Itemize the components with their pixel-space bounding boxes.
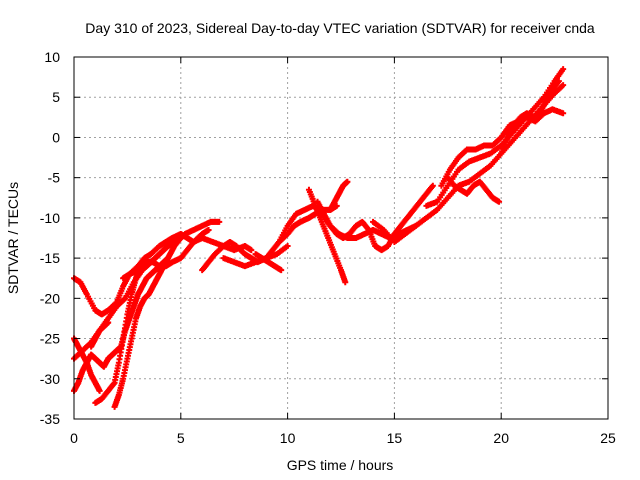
series-arc-18: [438, 106, 567, 189]
plot-frame: [73, 56, 609, 420]
y-tick-label: 0: [52, 129, 60, 145]
x-tick-label: 25: [600, 430, 616, 446]
data-point: [216, 218, 223, 225]
series-arc-11: [252, 251, 285, 274]
data-point: [177, 235, 184, 241]
data-point: [96, 387, 103, 394]
data-point: [560, 82, 567, 89]
axis-ticks: [73, 56, 609, 420]
data-point: [248, 247, 255, 254]
series-arc-7: [111, 235, 184, 410]
y-tick-label: -25: [40, 331, 60, 347]
y-tick-label: -15: [40, 250, 60, 266]
grid-lines: [74, 57, 608, 419]
x-axis-label: GPS time / hours: [287, 457, 394, 473]
x-tick-label: 5: [177, 430, 185, 446]
data-point: [555, 78, 562, 85]
series-arc-5: [88, 319, 112, 350]
x-tick-label: 0: [70, 430, 78, 446]
data-point: [278, 267, 285, 274]
y-tick-label: -20: [40, 290, 60, 306]
series-arc-14: [314, 182, 436, 254]
y-tick-label: -30: [40, 371, 60, 387]
data-point: [344, 178, 351, 185]
chart-title: Day 310 of 2023, Sidereal Day-to-day VTE…: [85, 20, 595, 36]
data-point: [105, 319, 112, 326]
series-arc-8: [120, 235, 184, 282]
y-tick-labels: 10 5 0 -5 -10 -15 -20 -25 -30 -35: [40, 49, 60, 427]
y-tick-label: 5: [52, 89, 60, 105]
data-point: [284, 243, 291, 250]
y-tick-label: -10: [40, 210, 60, 226]
data-point: [205, 226, 212, 233]
series-arc-15: [327, 178, 351, 213]
y-axis-label: SDTVAR / TECUs: [5, 182, 21, 294]
y-tick-label: -5: [48, 170, 61, 186]
y-tick-label: -35: [40, 411, 60, 427]
series-arc-13: [305, 186, 349, 286]
data-point: [342, 279, 349, 286]
data-point: [496, 198, 503, 205]
x-tick-label: 15: [387, 430, 403, 446]
data-point: [560, 110, 567, 117]
data-point: [429, 182, 436, 189]
series-arc-20: [498, 78, 562, 157]
x-tick-labels: 0 5 10 15 20 25: [70, 430, 616, 446]
data-points: [71, 66, 567, 410]
x-tick-label: 20: [493, 430, 509, 446]
data-point: [560, 66, 567, 73]
series-arc-19: [444, 174, 503, 205]
x-tick-label: 10: [280, 430, 296, 446]
y-tick-label: 10: [44, 49, 60, 65]
